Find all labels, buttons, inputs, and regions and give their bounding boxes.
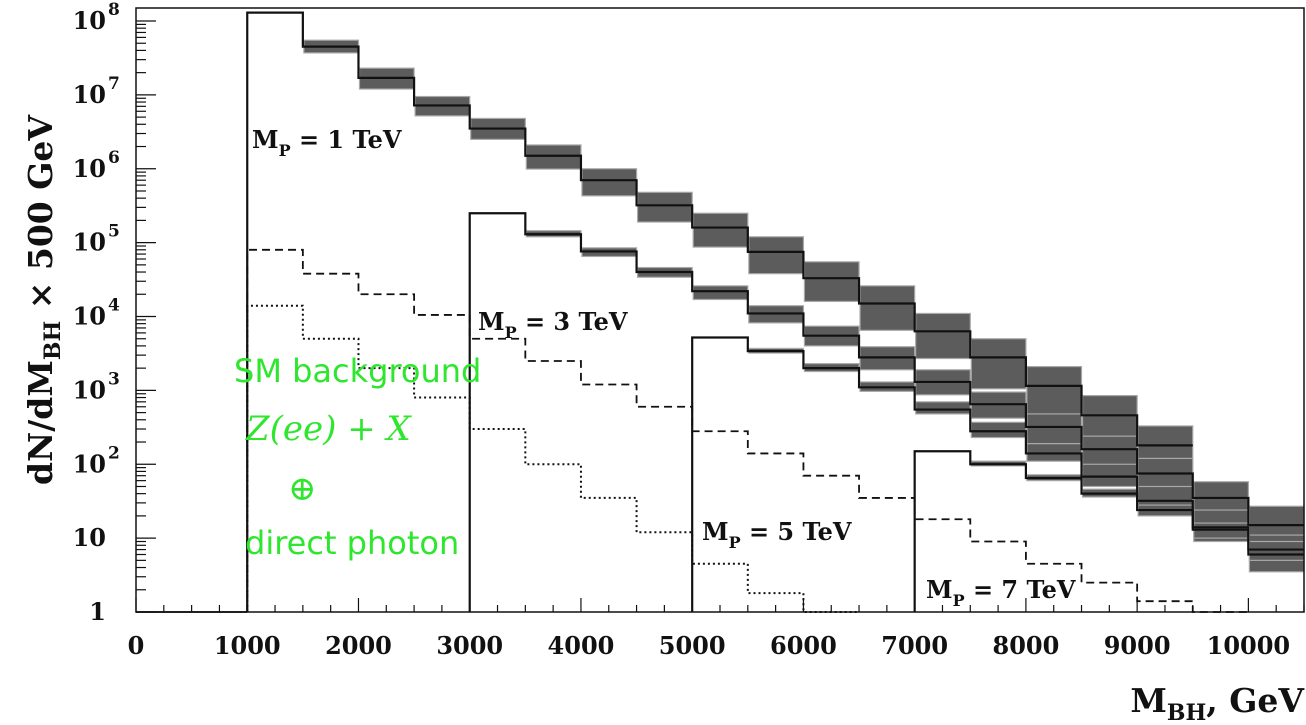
annotation-mp3-sub: P xyxy=(505,323,517,342)
annotation-mp5-rest: = 5 TeV xyxy=(741,517,852,546)
x-tick-label: 3000 xyxy=(436,631,503,660)
y-axis-title-sub: BH xyxy=(40,321,66,360)
y-tick-exponent: 5 xyxy=(108,222,120,242)
annotation-mp1-main: M xyxy=(252,125,279,154)
series-line-m-p-7-tev xyxy=(913,450,1304,612)
x-tick-label: 4000 xyxy=(548,631,615,660)
y-tick-label: 1 xyxy=(89,597,106,626)
x-tick-label: 7000 xyxy=(881,631,948,660)
uncertainty-band xyxy=(859,285,916,331)
annotation-mp1-rest: = 1 TeV xyxy=(291,125,402,154)
y-tick-label: 10 xyxy=(73,302,106,331)
uncertainty-band xyxy=(1081,463,1138,488)
x-axis-title-main: M xyxy=(1130,681,1167,720)
x-tick-label: 1000 xyxy=(214,631,281,660)
annotation-mp3-rest: = 3 TeV xyxy=(517,307,628,336)
uncertainty-band xyxy=(581,168,638,197)
plot-area xyxy=(136,11,1305,613)
uncertainty-band xyxy=(525,144,582,170)
series-line-m-p-1-tev xyxy=(246,11,1193,612)
y-tick-exponent: 7 xyxy=(108,74,120,94)
y-axis-title: dN/dMBH × 500 GeV xyxy=(21,114,66,485)
y-tick-exponent: 3 xyxy=(108,369,120,389)
uncertainty-band xyxy=(636,191,693,223)
legend-sm-background: SM background xyxy=(234,352,481,390)
x-tick-label: 2000 xyxy=(325,631,392,660)
series-line-z-ee-x xyxy=(246,248,1249,613)
annotation-mp5-main: M xyxy=(702,517,729,546)
uncertainty-band xyxy=(1026,365,1083,420)
x-tick-label: 10000 xyxy=(1207,631,1291,660)
x-tick-label: 0 xyxy=(128,631,145,660)
y-tick-exponent: 2 xyxy=(108,443,120,463)
annotation-mp5-sub: P xyxy=(729,533,741,552)
y-tick-label: 10 xyxy=(73,80,106,109)
annotation-mp5: MP = 5 TeV xyxy=(702,517,852,552)
x-axis-title-sub: BH xyxy=(1167,700,1206,725)
uncertainty-band xyxy=(692,285,749,301)
x-axis-title: MBH, GeV xyxy=(1130,681,1305,725)
x-tick-label: 6000 xyxy=(770,631,837,660)
x-tick-label: 8000 xyxy=(993,631,1060,660)
series-line-m-p-3-tev xyxy=(468,212,1304,612)
annotation-mp1: MP = 1 TeV xyxy=(252,125,402,160)
annotation-mp7-rest: = 7 TeV xyxy=(965,575,1076,604)
uncertainty-band xyxy=(915,401,971,415)
x-tick-label: 9000 xyxy=(1104,631,1171,660)
y-axis-title-post: × 500 GeV xyxy=(21,114,60,321)
legend-oplus: ⊕ xyxy=(288,469,317,509)
legend-zee-x: Z(ee) + X xyxy=(245,409,412,449)
annotation-mp7: MP = 7 TeV xyxy=(926,575,1076,610)
y-tick-label: 10 xyxy=(73,6,106,35)
uncertainty-band xyxy=(1081,435,1138,469)
uncertainty-band xyxy=(692,212,749,248)
y-tick-label: 10 xyxy=(73,449,106,478)
y-tick-label: 10 xyxy=(73,375,106,404)
uncertainty-band xyxy=(970,421,1027,439)
annotation-mp3: MP = 3 TeV xyxy=(478,307,628,342)
y-tick-label: 10 xyxy=(73,523,106,552)
uncertainty-band xyxy=(1026,413,1083,445)
y-tick-exponent: 8 xyxy=(108,0,120,20)
annotation-mp7-main: M xyxy=(926,575,953,604)
annotation-mp1-sub: P xyxy=(279,141,291,160)
y-axis-title-pre: dN/dM xyxy=(21,360,60,485)
annotation-mp3-main: M xyxy=(478,307,505,336)
uncertainty-band xyxy=(970,338,1027,390)
legend-direct-photon: direct photon xyxy=(245,524,459,562)
y-tick-exponent: 4 xyxy=(108,296,120,316)
uncertainty-band xyxy=(915,312,971,360)
x-axis-title-rest: , GeV xyxy=(1206,681,1305,720)
y-tick-label: 10 xyxy=(73,228,106,257)
uncertainty-band xyxy=(748,236,805,275)
annotation-mp7-sub: P xyxy=(953,591,965,610)
uncertainty-band xyxy=(803,261,860,303)
x-tick-label: 5000 xyxy=(659,631,726,660)
y-tick-label: 10 xyxy=(73,154,106,183)
uncertainty-band xyxy=(1248,540,1305,561)
y-tick-exponent: 6 xyxy=(108,148,120,168)
axis-ticks: 0 1000 2000 3000 4000 5000 6000 7000 8000 9000 100… xyxy=(73,0,1305,660)
